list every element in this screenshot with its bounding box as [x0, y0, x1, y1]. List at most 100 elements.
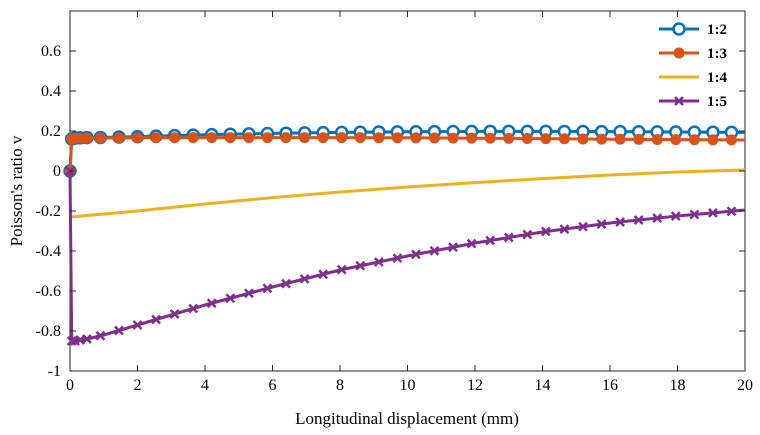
series-marker: [503, 232, 514, 243]
series-marker: [447, 132, 459, 144]
legend-item: 1:3: [659, 46, 727, 62]
data-layer: [63, 124, 746, 346]
series-marker: [281, 278, 291, 289]
series-marker: [559, 224, 570, 234]
series-marker: [113, 132, 125, 144]
series-marker: [596, 219, 607, 230]
series-marker: [206, 132, 218, 144]
series-marker: [169, 309, 180, 319]
x-tick-label: 0: [66, 377, 74, 394]
series-marker: [114, 325, 124, 336]
series-marker: [169, 132, 181, 144]
series-marker: [651, 133, 663, 145]
x-tick-label: 8: [336, 377, 344, 394]
legend-label: 1:4: [707, 70, 727, 86]
series-marker: [615, 217, 626, 227]
series-marker: [206, 298, 217, 309]
series-marker: [187, 132, 199, 144]
series-marker: [522, 229, 533, 240]
x-tick-label: 18: [670, 377, 686, 394]
series-3: [69, 168, 746, 219]
series-line: [69, 168, 746, 219]
series-marker: [726, 134, 737, 146]
series-marker: [81, 132, 93, 144]
series-marker: [466, 132, 478, 144]
series-marker: [336, 264, 347, 275]
y-axis-label: Poisson's ratio v: [7, 135, 26, 246]
series-marker: [429, 132, 440, 144]
series-marker: [674, 96, 684, 106]
series-marker: [578, 221, 588, 232]
series-marker: [707, 134, 719, 146]
legend-label: 1:2: [707, 22, 727, 38]
legend-label: 1:3: [707, 46, 727, 62]
x-tick-label: 14: [535, 377, 551, 394]
y-tick-label: -1: [48, 363, 61, 380]
x-tick-label: 2: [134, 377, 142, 394]
series-marker: [558, 133, 570, 145]
series-marker: [225, 293, 236, 304]
series-marker: [521, 133, 533, 145]
series-marker: [317, 132, 329, 144]
y-tick-label: -0.2: [36, 203, 61, 220]
series-marker: [95, 330, 106, 341]
legend-item: 1:2: [659, 22, 727, 38]
x-tick-label: 16: [602, 377, 618, 394]
legend: 1:2 1:3 1:4 1:5: [659, 22, 727, 110]
series-marker: [355, 260, 366, 271]
series-marker: [188, 303, 199, 314]
series-marker: [614, 133, 626, 145]
x-tick-label: 6: [269, 377, 277, 394]
series-marker: [577, 133, 589, 145]
legend-item: 1:5: [659, 94, 727, 110]
x-tick-label: 4: [201, 377, 209, 394]
series-marker: [66, 336, 77, 346]
series-marker: [670, 211, 681, 222]
series-marker: [373, 132, 385, 144]
legend-item: 1:4: [659, 70, 727, 86]
x-tick-label: 20: [737, 377, 753, 394]
series-marker: [410, 132, 422, 144]
series-marker: [466, 238, 477, 249]
legend-label: 1:5: [707, 94, 727, 110]
series-marker: [689, 209, 700, 220]
series-marker: [336, 132, 348, 144]
series-marker: [429, 245, 440, 256]
series-marker: [540, 226, 551, 237]
series-marker: [391, 132, 403, 144]
y-tick-label: 0.2: [41, 123, 61, 140]
series-marker: [503, 132, 515, 144]
series-marker: [411, 249, 421, 260]
y-tick-label: -0.8: [36, 323, 61, 340]
series-marker: [485, 235, 496, 246]
series-marker: [726, 206, 737, 217]
series-marker: [262, 283, 273, 294]
series-marker: [688, 134, 700, 146]
series-marker: [672, 22, 686, 36]
series-marker: [132, 132, 143, 144]
x-axis-label: Longitudinal displacement (mm): [295, 409, 519, 428]
series-marker: [633, 215, 644, 225]
series-marker: [261, 132, 273, 144]
series-2: [64, 132, 746, 177]
series-marker: [243, 288, 254, 299]
series-marker: [540, 133, 552, 145]
series-marker: [243, 132, 255, 144]
series-marker: [373, 257, 384, 267]
series-marker: [151, 314, 161, 325]
series-marker: [280, 132, 292, 144]
series-marker: [484, 132, 496, 144]
y-tick-label: 0.4: [41, 83, 61, 100]
series-marker: [94, 132, 106, 144]
y-tick-label: 0.6: [41, 43, 61, 60]
tick-layer: 0 2 4 6 8 10 12 14 16 18 20 -1 -0.8 -0.6 -0.4 -0.2 0 0.2 0…: [36, 11, 753, 394]
series-marker: [392, 253, 403, 263]
series-marker: [633, 133, 645, 145]
series-marker: [708, 207, 718, 218]
series-marker: [448, 242, 458, 253]
x-tick-label: 12: [467, 377, 483, 394]
series-marker: [150, 132, 162, 144]
series-marker: [132, 320, 143, 330]
series-4: [65, 166, 746, 346]
y-tick-label: -0.4: [36, 243, 61, 260]
